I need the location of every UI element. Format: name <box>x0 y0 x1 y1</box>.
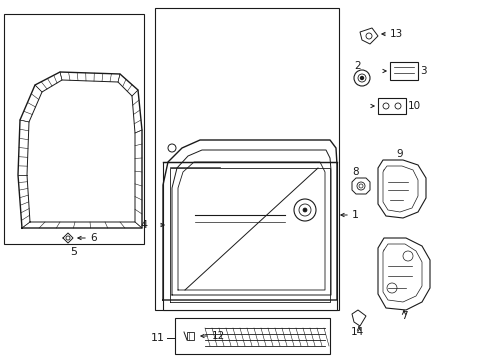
Bar <box>186 332 194 340</box>
Circle shape <box>394 103 400 109</box>
Polygon shape <box>377 238 429 310</box>
Text: 2: 2 <box>354 61 361 71</box>
Bar <box>155 8 338 310</box>
Circle shape <box>293 199 315 221</box>
Bar <box>377 98 405 114</box>
Circle shape <box>358 184 362 188</box>
Circle shape <box>298 204 310 216</box>
Text: 13: 13 <box>389 29 403 39</box>
Text: 8: 8 <box>352 167 359 177</box>
Text: 6: 6 <box>90 233 97 243</box>
Circle shape <box>168 144 176 152</box>
Circle shape <box>303 208 306 212</box>
Text: 4: 4 <box>141 220 148 230</box>
Text: 7: 7 <box>400 311 407 321</box>
Circle shape <box>382 103 388 109</box>
Polygon shape <box>351 310 365 326</box>
Circle shape <box>353 70 369 86</box>
Bar <box>163 162 336 310</box>
Circle shape <box>356 182 364 190</box>
Text: 3: 3 <box>419 66 426 76</box>
Polygon shape <box>351 178 369 194</box>
Text: 11: 11 <box>151 333 164 343</box>
Text: 9: 9 <box>396 149 403 159</box>
Circle shape <box>386 283 396 293</box>
Text: 10: 10 <box>407 101 420 111</box>
Circle shape <box>357 74 365 82</box>
Bar <box>389 62 417 80</box>
Circle shape <box>365 33 371 39</box>
Circle shape <box>360 77 363 80</box>
Text: 14: 14 <box>350 327 363 337</box>
Polygon shape <box>359 28 377 44</box>
Text: 12: 12 <box>212 331 225 341</box>
Circle shape <box>66 236 70 240</box>
Bar <box>4 14 143 244</box>
Text: 5: 5 <box>70 247 77 257</box>
Bar <box>175 318 329 354</box>
Text: 1: 1 <box>351 210 358 220</box>
Polygon shape <box>377 160 425 218</box>
Circle shape <box>402 251 412 261</box>
